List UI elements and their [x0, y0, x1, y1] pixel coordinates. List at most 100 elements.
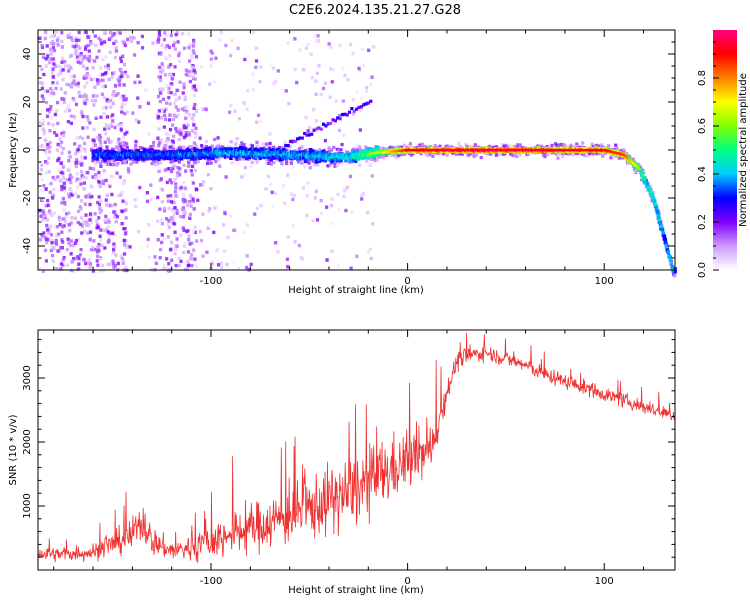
heatmap-cell: [125, 142, 129, 146]
heatmap-cell: [122, 237, 126, 241]
heatmap-cell: [361, 191, 366, 196]
heatmap-cell: [106, 230, 110, 234]
heatmap-cell: [92, 138, 96, 143]
heatmap-cell: [85, 66, 89, 71]
heatmap-cell: [90, 220, 94, 225]
heatmap-cell: [40, 43, 44, 48]
heatmap-cell: [69, 239, 73, 243]
heatmap-cell: [77, 262, 81, 266]
heatmap-cell: [136, 96, 140, 100]
heatmap-cell: [61, 165, 65, 169]
heatmap-cell: [76, 209, 81, 213]
heatmap-cell: [358, 149, 363, 154]
heatmap-cell: [302, 68, 306, 72]
heatmap-cell: [194, 126, 198, 130]
heatmap-cell: [204, 139, 208, 144]
heatmap-cell: [158, 247, 163, 252]
heatmap-cell: [38, 238, 42, 242]
heatmap-cell: [42, 132, 46, 136]
heatmap-cell: [45, 240, 49, 245]
heatmap-cell: [46, 57, 50, 61]
heatmap-cell: [428, 146, 433, 150]
heatmap-cell: [177, 263, 181, 268]
heatmap-cell: [267, 161, 271, 165]
heatmap-cell: [81, 136, 85, 141]
heatmap-cell: [171, 72, 176, 77]
heatmap-cell: [239, 144, 243, 148]
heatmap-cell: [50, 89, 54, 93]
heatmap-cell: [458, 144, 462, 148]
heatmap-cell: [166, 199, 170, 203]
heatmap-cell: [136, 230, 141, 234]
heatmap-cell: [344, 158, 348, 163]
heatmap-cell: [274, 79, 278, 84]
heatmap-cell: [293, 67, 297, 72]
heatmap-cell: [93, 143, 98, 147]
heatmap-cell: [355, 143, 360, 148]
heatmap-cell: [47, 110, 52, 114]
heatmap-cell: [121, 148, 125, 152]
heatmap-cell: [184, 125, 188, 130]
heatmap-cell: [93, 247, 97, 252]
heatmap-cell: [169, 145, 173, 149]
heatmap-cell: [243, 173, 247, 177]
heatmap-cell: [45, 108, 50, 112]
heatmap-cell: [167, 225, 172, 230]
heatmap-cell: [91, 146, 95, 150]
heatmap-cell: [150, 148, 154, 152]
heatmap-cell: [232, 228, 236, 232]
heatmap-cell: [158, 78, 163, 82]
heatmap-cell: [96, 263, 100, 267]
heatmap-cell: [246, 88, 250, 93]
heatmap-cell: [120, 102, 125, 106]
heatmap-cell: [111, 250, 116, 255]
heatmap-cell: [281, 184, 286, 188]
heatmap-cell: [44, 187, 48, 191]
heatmap-cell: [195, 239, 199, 243]
heatmap-cell: [132, 36, 136, 40]
heatmap-cell: [192, 84, 197, 88]
heatmap-cell: [119, 96, 123, 100]
heatmap-cell: [127, 149, 132, 153]
heatmap-cell: [87, 223, 91, 227]
heatmap-cell: [59, 87, 63, 91]
heatmap-cell: [375, 155, 380, 159]
heatmap-cell: [111, 119, 115, 123]
heatmap-cell: [57, 215, 61, 220]
heatmap-cell: [88, 230, 93, 234]
heatmap-cell: [190, 43, 194, 47]
heatmap-cell: [332, 145, 336, 150]
heatmap-cell: [97, 156, 101, 160]
heatmap-cell: [68, 155, 72, 159]
heatmap-cell: [81, 175, 85, 179]
heatmap-cell: [147, 132, 151, 136]
heatmap-cell: [111, 92, 115, 97]
heatmap-cell: [90, 57, 94, 62]
heatmap-cell: [115, 163, 119, 167]
heatmap-cell: [59, 161, 64, 166]
heatmap-cell: [42, 129, 46, 134]
heatmap-cell: [84, 195, 88, 199]
heatmap-cell: [646, 185, 651, 190]
heatmap-cell: [391, 145, 395, 150]
heatmap-cell: [622, 150, 626, 154]
heatmap-cell: [173, 200, 177, 205]
heatmap-cell: [48, 140, 52, 145]
heatmap-cell: [271, 66, 276, 70]
heatmap-cell: [169, 63, 173, 67]
heatmap-cell: [79, 247, 83, 252]
heatmap-cell: [165, 101, 169, 105]
heatmap-cell: [165, 146, 169, 150]
heatmap-cell: [99, 164, 103, 168]
heatmap-cell: [296, 157, 300, 161]
heatmap-cell: [86, 135, 90, 139]
heatmap-cell: [284, 89, 288, 93]
heatmap-cell: [309, 52, 313, 56]
heatmap-cell: [124, 216, 128, 220]
heatmap-cell: [371, 222, 375, 226]
heatmap-cell: [182, 244, 187, 248]
heatmap-cell: [183, 186, 187, 190]
heatmap-cell: [177, 59, 182, 63]
heatmap-cell: [52, 91, 56, 96]
heatmap-cell: [163, 113, 167, 118]
